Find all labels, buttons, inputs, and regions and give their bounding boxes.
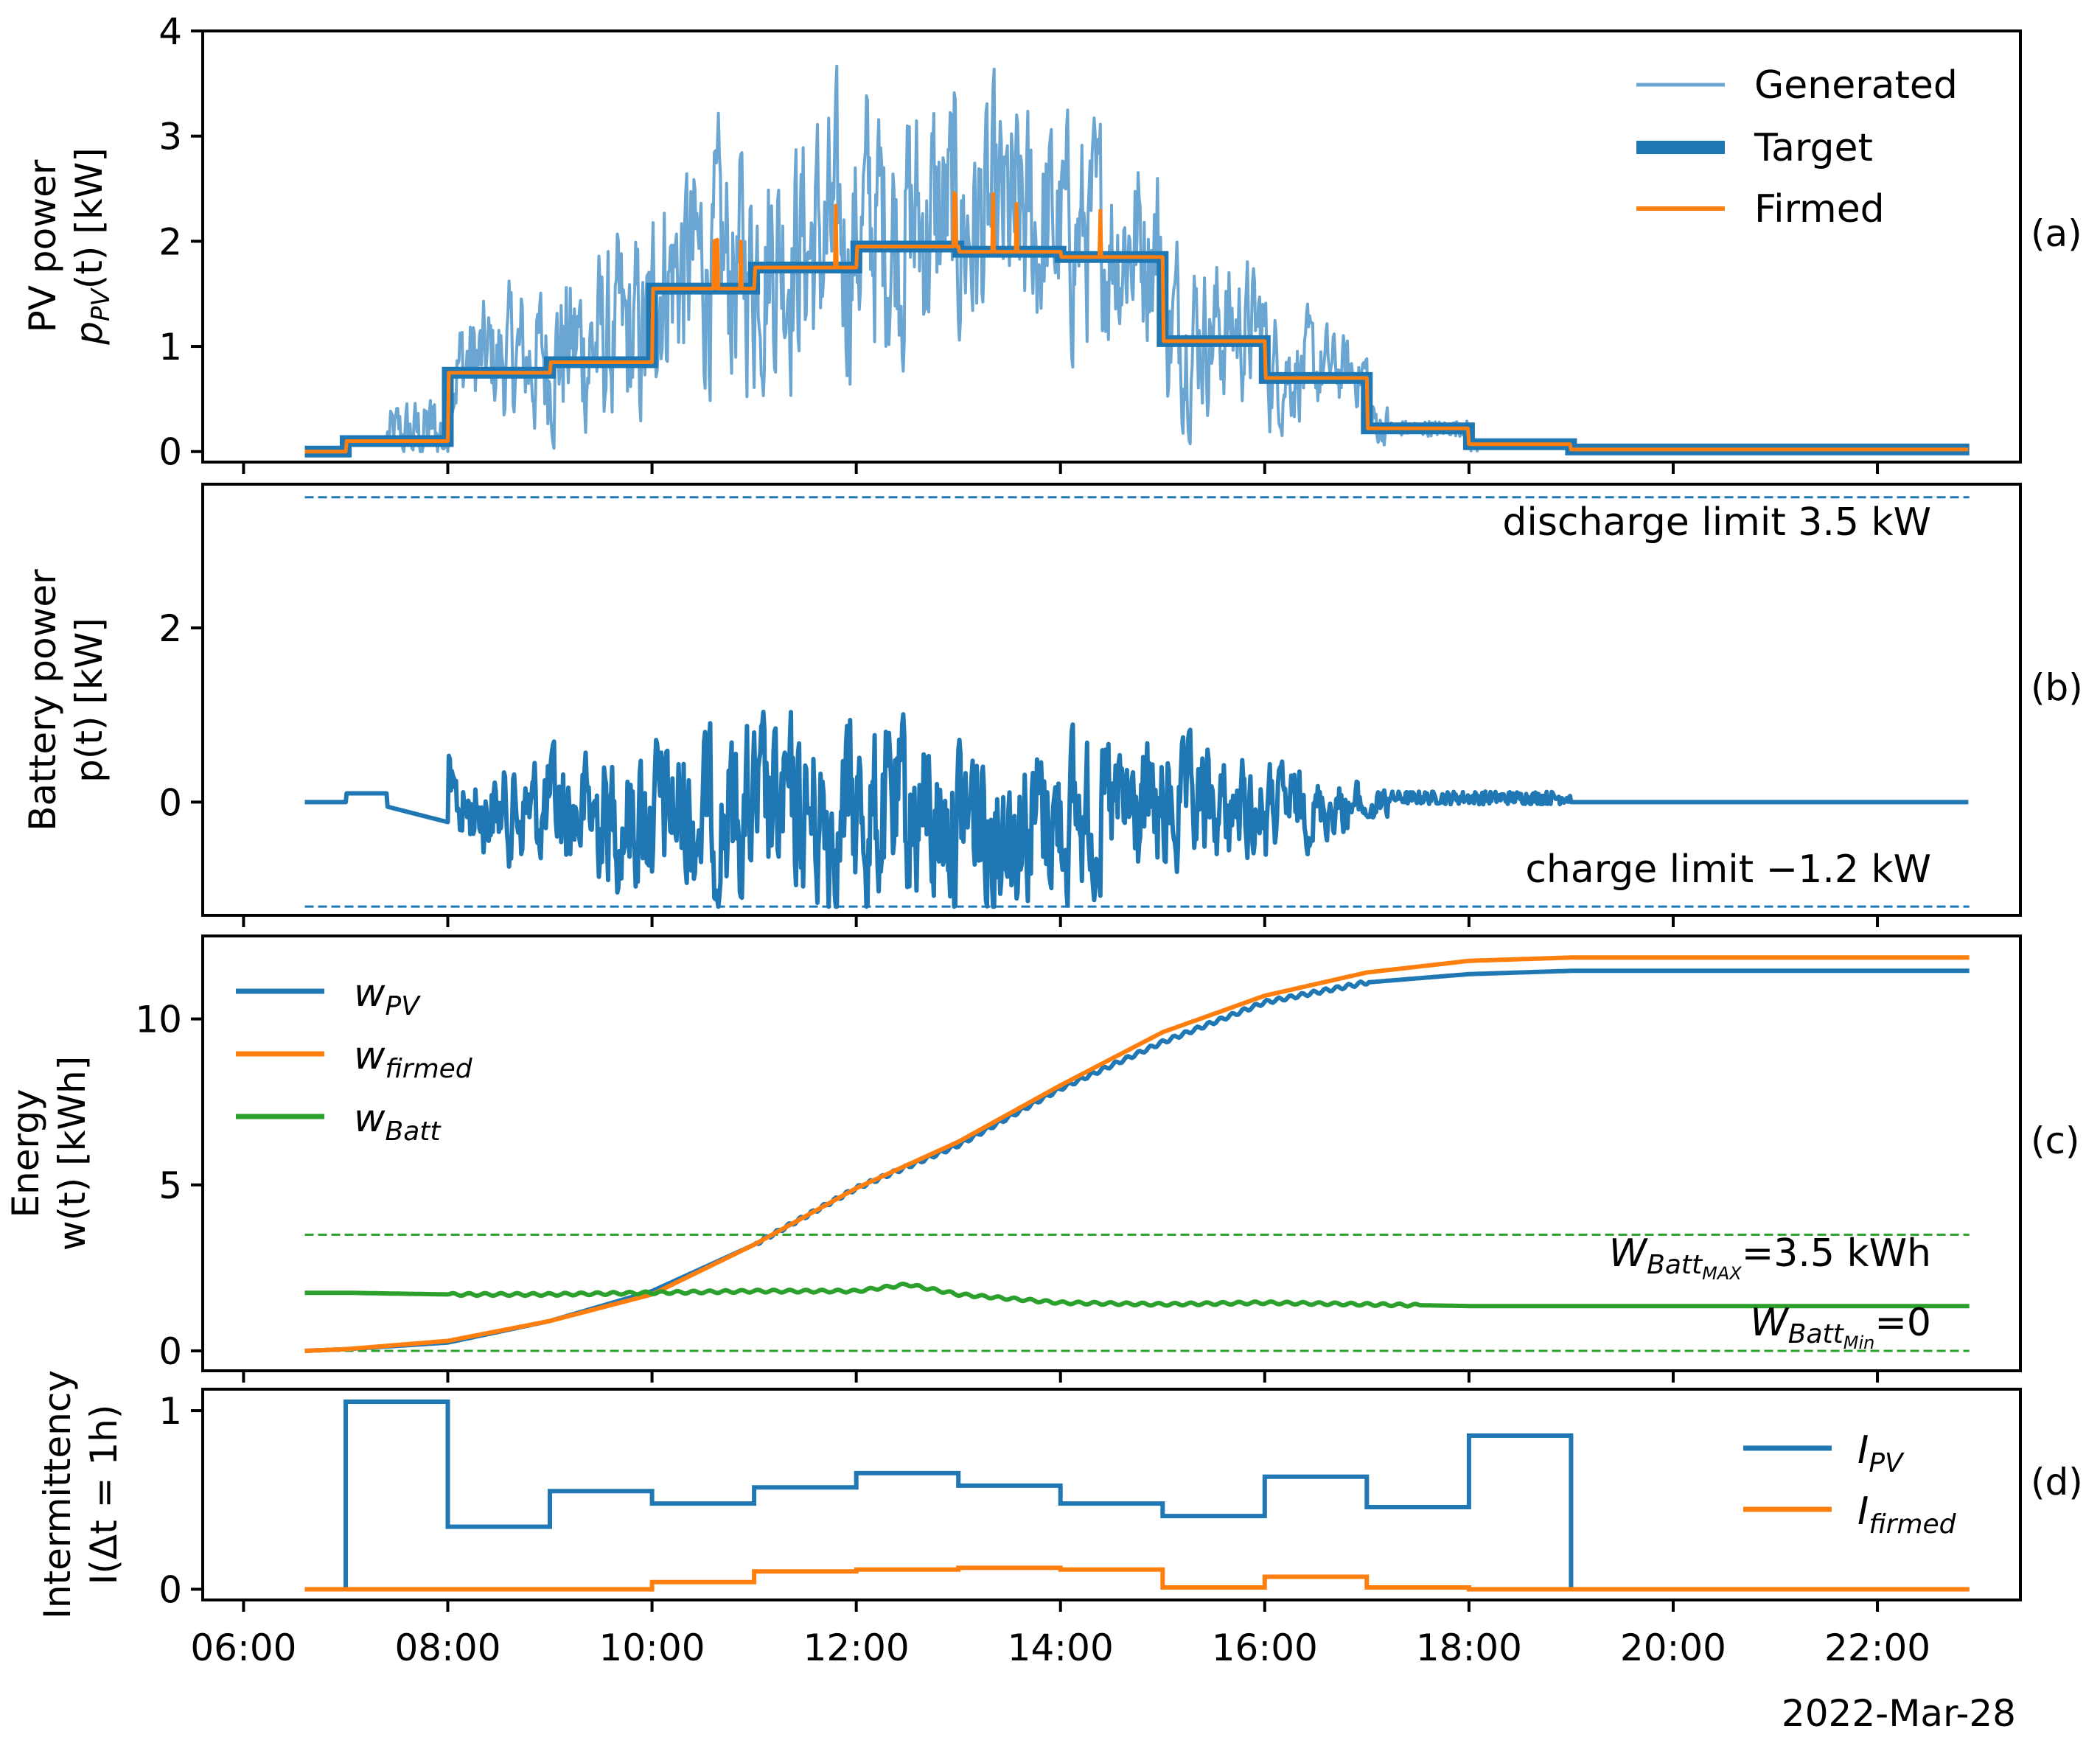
panel-b: 02 Battery power p(t) [kW] (b) discharge… [21, 483, 2083, 927]
panel-c-ytick-label-1: 5 [158, 1164, 182, 1207]
charge-limit-label: charge limit −1.2 kW [1525, 848, 1931, 892]
panel-a-ytick-label-1: 1 [158, 326, 182, 368]
legend-ipv-label: IPV [1857, 1428, 1905, 1478]
panel-a-plot-area [304, 64, 1970, 458]
legend-wpv-sub: PV [386, 991, 422, 1021]
panel-b-ylabel-line2: p(t) [kW] [68, 618, 111, 783]
x-tick-label-8: 22:00 [1824, 1627, 1930, 1669]
panel-c-y-axis: 0 5 10 [135, 999, 203, 1373]
legend-wbatt-sub: Batt [386, 1117, 442, 1147]
legend-generated-label: Generated [1754, 63, 1958, 108]
date-label: 2022-Mar-28 [1782, 1692, 2016, 1735]
battery-max-subsub: MAX [1702, 1263, 1742, 1284]
panel-d-frame [201, 1388, 2022, 1601]
battery-min-sub: Batt [1788, 1319, 1845, 1349]
panel-b-ylabel-line1: Battery power [21, 569, 64, 831]
panel-d-plot-area [304, 1400, 1970, 1592]
panel-c-x-axis [242, 1371, 1880, 1383]
panel-d-ytick-label-0: 0 [158, 1568, 182, 1611]
panel-c-plot-area [304, 955, 1970, 1353]
series-firmed [304, 191, 1970, 454]
x-tick-label-6: 18:00 [1416, 1627, 1522, 1669]
panel-a-ylabel-sub: PV [86, 287, 116, 321]
panel-d-ylabel-line1: Intermittency [36, 1370, 79, 1619]
x-tick-label-1: 08:00 [394, 1627, 500, 1669]
x-tick-label-7: 20:00 [1620, 1627, 1726, 1669]
legend-wpv-label: wPV [354, 971, 421, 1021]
panel-c-ylabel-line2: w(t) [kWh] [51, 1056, 94, 1251]
battery-min-subsub: Min [1843, 1332, 1875, 1353]
series-battery-power [303, 710, 1970, 909]
legend-wfirmed-label: wfirmed [354, 1034, 473, 1084]
legend-ipv-sub: PV [1869, 1448, 1905, 1478]
panel-a-legend: Generated Target Firmed [1636, 63, 1958, 231]
panel-b-ytick-label-1: 2 [158, 607, 182, 650]
battery-min-label: WBattMin=0 [1750, 1301, 1931, 1353]
legend-wbatt-label: wBatt [354, 1097, 442, 1147]
panel-a-label: (a) [2031, 212, 2082, 255]
panel-a-ytick-label-4: 4 [158, 10, 182, 53]
panel-d-ytick-label-1: 1 [158, 1390, 182, 1433]
x-tick-label-3: 12:00 [803, 1627, 910, 1669]
series-w-batt [304, 1282, 1970, 1309]
x-tick-label-2: 10:00 [599, 1627, 705, 1669]
panel-d-legend: IPV Ifirmed [1743, 1428, 1957, 1540]
legend-wpv-main: w [354, 971, 386, 1016]
series-i-firmed [304, 1565, 1970, 1592]
battery-min-value: =0 [1874, 1301, 1931, 1345]
panel-d-x-axis: 06:00 08:00 10:00 12:00 14:00 16:00 18:00 20:00… [190, 1600, 1930, 1669]
panel-b-plot-area [303, 496, 1970, 909]
series-w-firmed [304, 955, 1970, 1353]
panel-d-ylabel-line2: I(Δt = 1h) [83, 1405, 125, 1585]
discharge-limit-label: discharge limit 3.5 kW [1502, 500, 1931, 545]
panel-a-ytick-label-0: 0 [158, 431, 182, 474]
panel-c-ytick-label-0: 0 [158, 1330, 182, 1373]
panel-a-ytick-label-2: 2 [158, 220, 182, 263]
battery-max-label: WBattMAX=3.5 kWh [1609, 1231, 1931, 1284]
x-tick-label-4: 14:00 [1008, 1627, 1114, 1669]
panel-c-label: (c) [2031, 1119, 2080, 1162]
battery-max-W: W [1609, 1231, 1649, 1276]
panel-a: 0 1 2 3 4 PV power pPV(t) [kW] (a) Generated… [21, 10, 2082, 474]
panel-c-frame [201, 934, 2022, 1372]
panel-a-frame [201, 29, 2022, 464]
legend-wbatt-main: w [354, 1097, 386, 1141]
panel-b-ytick-label-0: 0 [158, 781, 182, 824]
panel-c-legend: wPV wfirmed wBatt [236, 971, 473, 1147]
panel-b-x-axis [242, 915, 1880, 927]
legend-ifirmed-main: I [1857, 1489, 1869, 1534]
series-i-pv [304, 1400, 1970, 1592]
legend-ifirmed-sub: firmed [1869, 1509, 1956, 1540]
x-tick-label-5: 16:00 [1212, 1627, 1318, 1669]
battery-max-value: =3.5 kWh [1742, 1231, 1931, 1276]
panel-a-y-axis: 0 1 2 3 4 [158, 10, 203, 474]
legend-ifirmed-label: Ifirmed [1857, 1489, 1957, 1540]
panel-b-y-axis: 02 [158, 607, 203, 824]
panel-a-ylabel-line1: PV power [21, 159, 64, 332]
legend-firmed-label: Firmed [1754, 187, 1885, 231]
panel-d: 01 06:00 08:00 10:00 12:00 14:00 16:00 18:00 20… [36, 1370, 2083, 1669]
panel-b-frame [201, 483, 2022, 917]
panel-a-x-axis [242, 462, 1880, 474]
panel-a-ylabel-p: p [68, 321, 111, 346]
legend-wfirmed-sub: firmed [386, 1054, 473, 1084]
legend-target-label: Target [1754, 126, 1873, 170]
battery-min-W: W [1750, 1301, 1790, 1345]
legend-ipv-main: I [1857, 1428, 1869, 1472]
panel-a-ytick-label-3: 3 [158, 116, 182, 158]
panel-d-label: (d) [2031, 1461, 2083, 1503]
panel-a-ylabel-rest: (t) [kW] [68, 147, 111, 289]
panel-d-y-axis: 01 [158, 1390, 203, 1611]
panel-c-ytick-label-2: 10 [135, 999, 182, 1041]
panel-a-ylabel-line2: pPV(t) [kW] [68, 147, 116, 345]
panel-c-ylabel-line1: Energy [4, 1089, 47, 1217]
battery-max-sub: Batt [1647, 1250, 1703, 1280]
x-tick-label-0: 06:00 [190, 1627, 296, 1669]
panel-b-label: (b) [2031, 666, 2083, 709]
legend-wfirmed-main: w [354, 1034, 386, 1078]
